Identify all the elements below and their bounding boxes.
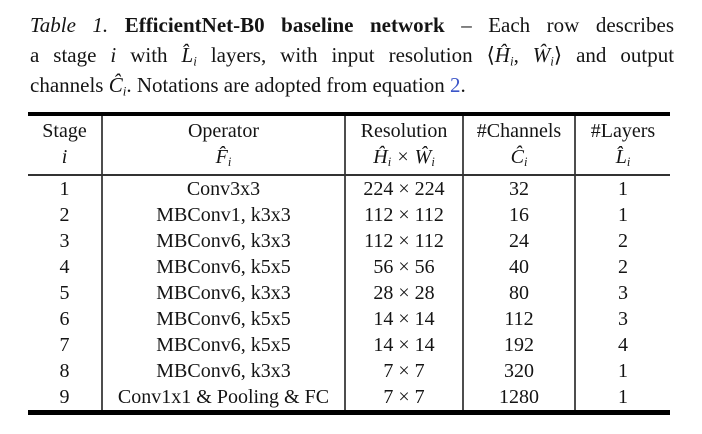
caption-text: .	[460, 73, 466, 97]
cell-resolution: 14 × 14	[344, 332, 463, 358]
caption-label: Table 1.	[30, 13, 109, 37]
equation-2-link[interactable]: 2	[450, 73, 461, 97]
cell-channels: 40	[462, 254, 575, 280]
math-resolution-tuple: ⟨Ĥi, Ŵi⟩	[486, 43, 563, 69]
table-header: Stage i Operator F̂i Resolution Ĥi × Ŵi …	[28, 114, 670, 176]
cell-channels: 320	[462, 358, 575, 384]
cell-operator: MBConv6, k5x5	[101, 254, 345, 280]
cell-channels: 192	[462, 332, 575, 358]
cell-resolution: 56 × 56	[344, 254, 463, 280]
cell-operator: MBConv1, k3x3	[101, 202, 345, 228]
cell-layers: 3	[574, 280, 670, 306]
cell-operator: MBConv6, k5x5	[101, 306, 345, 332]
cell-layers: 4	[574, 332, 670, 358]
cell-stage: 1	[59, 178, 70, 200]
cell-resolution: 112 × 112	[344, 202, 463, 228]
caption-text: with	[130, 43, 168, 67]
col-header-layers: #Layers L̂i	[574, 114, 670, 176]
col-header-operator: Operator F̂i	[101, 114, 345, 176]
table-row: 4 MBConv6, k5x5 56 × 56 40 2	[28, 254, 670, 280]
cell-stage: 5	[59, 282, 70, 304]
cell-operator: Conv3x3	[101, 175, 345, 202]
cell-stage: 9	[59, 386, 70, 408]
caption-text: a stage	[30, 43, 97, 67]
cell-operator: MBConv6, k3x3	[101, 280, 345, 306]
col-header-stage: Stage i	[28, 114, 102, 176]
cell-layers: 2	[574, 228, 670, 254]
cell-resolution: 7 × 7	[344, 384, 463, 413]
cell-stage: 7	[59, 334, 70, 356]
caption-text: – Each row describes	[461, 13, 674, 37]
col-header-channels: #Channels Ĉi	[462, 114, 575, 176]
cell-channels: 1280	[462, 384, 575, 413]
cell-operator: MBConv6, k3x3	[101, 358, 345, 384]
table-row: 2 MBConv1, k3x3 112 × 112 16 1	[28, 202, 670, 228]
table-row: 1 Conv3x3 224 × 224 32 1	[28, 175, 670, 202]
cell-stage: 4	[59, 256, 70, 278]
cell-operator: MBConv6, k3x3	[101, 228, 345, 254]
cell-layers: 1	[574, 202, 670, 228]
cell-channels: 24	[462, 228, 575, 254]
caption-line-1: Table 1. EfficientNet-B0 baseline networ…	[30, 10, 674, 40]
cell-stage: 3	[59, 230, 70, 252]
cell-layers: 3	[574, 306, 670, 332]
cell-channels: 112	[462, 306, 575, 332]
header-row: Stage i Operator F̂i Resolution Ĥi × Ŵi …	[28, 114, 670, 176]
cell-resolution: 28 × 28	[344, 280, 463, 306]
caption-line-3: channels Ĉi. Notations are adopted from …	[30, 70, 674, 100]
cell-layers: 1	[574, 175, 670, 202]
math-i: i	[110, 43, 117, 67]
table-row: 3 MBConv6, k3x3 112 × 112 24 2	[28, 228, 670, 254]
table-row: 5 MBConv6, k3x3 28 × 28 80 3	[28, 280, 670, 306]
cell-stage: 2	[59, 204, 70, 226]
table-caption: Table 1. EfficientNet-B0 baseline networ…	[30, 10, 674, 100]
cell-layers: 2	[574, 254, 670, 280]
cell-channels: 80	[462, 280, 575, 306]
cell-layers: 1	[574, 358, 670, 384]
cell-resolution: 112 × 112	[344, 228, 463, 254]
table-row: 6 MBConv6, k5x5 14 × 14 112 3	[28, 306, 670, 332]
col-header-resolution: Resolution Ĥi × Ŵi	[344, 114, 463, 176]
caption-text: and output	[576, 43, 675, 67]
cell-resolution: 7 × 7	[344, 358, 463, 384]
math-L-hat: L̂i	[181, 43, 197, 69]
cell-stage: 8	[59, 360, 70, 382]
table-row: 9 Conv1x1 & Pooling & FC 7 × 7 1280 1	[28, 384, 670, 413]
caption-line-2: a stage i with L̂i layers, with input re…	[30, 40, 674, 70]
caption-text: layers, with input resolution	[210, 43, 473, 67]
math-C-hat: Ĉi. Notations are adopted from equation	[108, 73, 445, 99]
caption-text: channels	[30, 73, 104, 97]
cell-resolution: 14 × 14	[344, 306, 463, 332]
table-row: 7 MBConv6, k5x5 14 × 14 192 4	[28, 332, 670, 358]
table-body: 1 Conv3x3 224 × 224 32 1 2 MBConv1, k3x3…	[28, 175, 670, 413]
table-row: 8 MBConv6, k3x3 7 × 7 320 1	[28, 358, 670, 384]
efficientnet-b0-table: Stage i Operator F̂i Resolution Ĥi × Ŵi …	[28, 112, 670, 415]
cell-stage: 6	[59, 308, 70, 330]
cell-operator: MBConv6, k5x5	[101, 332, 345, 358]
cell-resolution: 224 × 224	[344, 175, 463, 202]
cell-channels: 32	[462, 175, 575, 202]
caption-title: EfficientNet-B0 baseline network	[124, 13, 445, 37]
cell-layers: 1	[574, 384, 670, 413]
cell-channels: 16	[462, 202, 575, 228]
cell-operator: Conv1x1 & Pooling & FC	[101, 384, 345, 413]
